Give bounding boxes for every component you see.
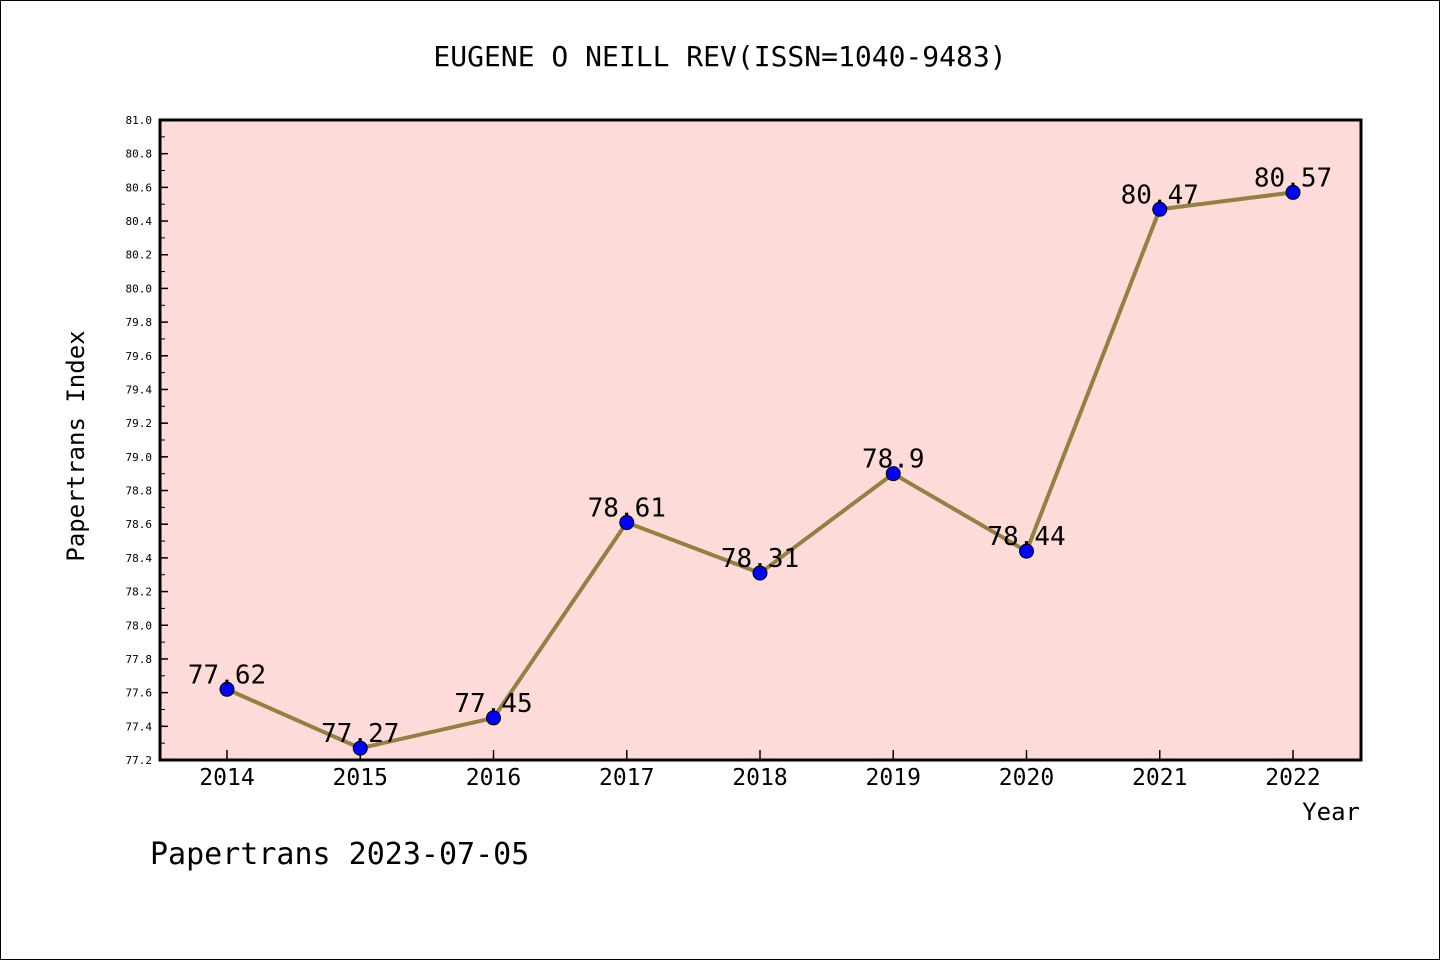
- data-point: [219, 681, 235, 697]
- footer-text: Papertrans 2023-07-05: [150, 837, 529, 872]
- x-tick-label: 2014: [199, 765, 254, 791]
- y-tick-label: 79.0: [126, 451, 153, 464]
- y-tick-label: 77.2: [126, 754, 153, 767]
- data-point: [1285, 184, 1301, 200]
- series: 77.62 77.27 77.45 78.61 78.31 78.9 78.44 80.47 8…: [188, 163, 1332, 756]
- x-tick-label: 2018: [732, 765, 787, 791]
- y-tick-label: 80.6: [126, 181, 153, 194]
- y-tick-label: 80.8: [126, 148, 153, 161]
- y-tick-label: 79.4: [126, 383, 153, 396]
- data-point: [619, 515, 635, 531]
- data-label: 78.61: [588, 494, 666, 524]
- data-label: 80.57: [1254, 163, 1332, 193]
- data-label: 78.9: [862, 445, 925, 475]
- data-label: 78.31: [721, 544, 799, 574]
- y-tick-label: 79.8: [126, 316, 153, 329]
- y-tick-label: 79.6: [126, 350, 153, 363]
- data-point: [486, 710, 501, 726]
- x-tick-label: 2019: [866, 765, 921, 791]
- y-tick-label: 78.6: [126, 518, 153, 531]
- x-tick-label: 2021: [1132, 765, 1187, 791]
- y-tick-label: 78.0: [126, 619, 153, 632]
- y-tick-label: 80.0: [126, 282, 153, 295]
- x-tick-label: 2022: [1265, 765, 1320, 791]
- y-tick-label: 78.2: [126, 586, 153, 599]
- data-point: [1152, 201, 1168, 217]
- x-axis: 2014 2015 2016 2017 2018 2019 2020 2021 2022: [199, 750, 1321, 791]
- y-tick-label: 81.0: [126, 114, 153, 127]
- x-tick-label: 2020: [999, 765, 1054, 791]
- data-point: [752, 565, 768, 581]
- data-label: 78.44: [987, 522, 1065, 552]
- plot-area: [158, 118, 1363, 762]
- y-tick-label: 78.8: [126, 485, 153, 498]
- x-tick-label: 2017: [599, 765, 654, 791]
- x-tick-label: 2016: [466, 765, 521, 791]
- y-tick-label: 77.4: [126, 720, 153, 733]
- y-tick-label: 79.2: [126, 417, 153, 430]
- data-label: 77.45: [454, 689, 532, 719]
- y-tick-label: 78.4: [126, 552, 153, 565]
- data-label: 80.47: [1121, 180, 1199, 210]
- y-tick-label: 80.2: [126, 249, 153, 262]
- y-axis: 77.2 77.4 77.6 77.8 78.0 78.2 78.4 78.6 78.8 79.0…: [126, 114, 168, 767]
- y-axis-title: Papertrans Index: [62, 330, 90, 561]
- data-point: [885, 466, 901, 482]
- chart-title: EUGENE O NEILL REV(ISSN=1040-9483): [433, 40, 1006, 73]
- x-tick-label: 2015: [333, 765, 388, 791]
- data-point: [352, 740, 368, 756]
- y-tick-label: 77.8: [126, 653, 153, 666]
- x-axis-title: Year: [1302, 798, 1360, 826]
- data-label: 77.27: [321, 719, 399, 749]
- data-label: 77.62: [188, 660, 266, 690]
- data-point: [1019, 543, 1034, 559]
- y-tick-label: 77.6: [126, 687, 153, 700]
- y-tick-label: 80.4: [126, 215, 153, 228]
